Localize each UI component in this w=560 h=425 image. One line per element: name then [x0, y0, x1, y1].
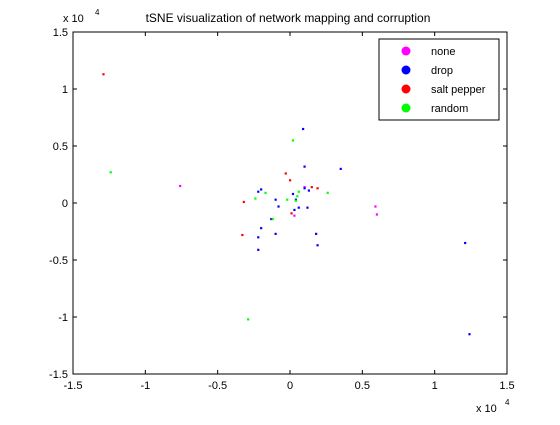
point-drop [340, 168, 342, 170]
point-salt-pepper [241, 234, 243, 236]
point-none [374, 205, 376, 207]
x-tick-label: 1.5 [499, 380, 514, 392]
point-salt-pepper [290, 212, 292, 214]
y-tick-label: -1.5 [49, 369, 68, 381]
point-drop [275, 199, 277, 201]
y-tick-label: 0.5 [53, 141, 68, 153]
y-tick-label: -1 [58, 312, 68, 324]
x-axis-multiplier: x 10 4 [476, 398, 510, 415]
point-drop [257, 236, 259, 238]
point-salt-pepper [285, 172, 287, 174]
point-salt-pepper [102, 73, 104, 75]
x-tick-label: -0.5 [208, 380, 227, 392]
point-drop [315, 233, 317, 235]
point-drop [303, 187, 305, 189]
x-tick-label: -1 [140, 380, 150, 392]
point-drop [260, 227, 262, 229]
legend-marker-salt-pepper [402, 85, 411, 94]
legend-marker-random [402, 104, 411, 113]
point-drop [306, 207, 308, 209]
x-axis-multiplier-base: x 10 [476, 403, 497, 415]
y-tick-label: 0 [62, 198, 68, 210]
point-random [272, 218, 274, 220]
point-none [179, 185, 181, 187]
x-axis-multiplier-exponent: 4 [505, 398, 510, 407]
point-drop [308, 189, 310, 191]
legend-label-none: none [431, 46, 455, 58]
point-random [298, 191, 300, 193]
point-random [296, 195, 298, 197]
point-random [292, 139, 294, 141]
point-drop [303, 166, 305, 168]
point-random [286, 199, 288, 201]
legend-label-random: random [431, 103, 468, 115]
point-none [293, 215, 295, 217]
point-drop [292, 193, 294, 195]
point-random [327, 192, 329, 194]
legend-marker-none [402, 47, 411, 56]
legend-label-salt-pepper: salt pepper [431, 84, 486, 96]
point-salt-pepper [243, 201, 245, 203]
x-tick-label: 0 [287, 380, 293, 392]
point-drop [298, 207, 300, 209]
point-salt-pepper [289, 179, 291, 181]
legend-marker-drop [402, 66, 411, 75]
y-axis-multiplier-base: x 10 [63, 13, 84, 25]
point-drop [468, 333, 470, 335]
y-axis-multiplier-exponent: 4 [95, 8, 100, 17]
point-none [376, 213, 378, 215]
point-drop [275, 233, 277, 235]
point-drop [277, 205, 279, 207]
point-drop [257, 249, 259, 251]
y-axis-multiplier: x 10 4 [63, 8, 100, 25]
point-random [264, 192, 266, 194]
point-drop [293, 209, 295, 211]
point-random [110, 171, 112, 173]
point-drop [464, 242, 466, 244]
legend: none drop salt pepper random [379, 39, 499, 120]
point-random [247, 318, 249, 320]
point-drop [257, 191, 259, 193]
y-tick-label: 1 [62, 84, 68, 96]
point-drop [316, 244, 318, 246]
point-random [295, 200, 297, 202]
point-drop [260, 188, 262, 190]
y-tick-label: 1.5 [53, 27, 68, 39]
legend-label-drop: drop [431, 65, 453, 77]
point-salt-pepper [316, 187, 318, 189]
x-tick-label: 1 [432, 380, 438, 392]
y-tick-label: -0.5 [49, 255, 68, 267]
x-tick-label: 0.5 [355, 380, 370, 392]
point-salt-pepper [311, 186, 313, 188]
point-random [254, 197, 256, 199]
x-tick-label: -1.5 [64, 380, 83, 392]
chart-title: tSNE visualization of network mapping an… [146, 11, 431, 25]
point-drop [302, 128, 304, 130]
